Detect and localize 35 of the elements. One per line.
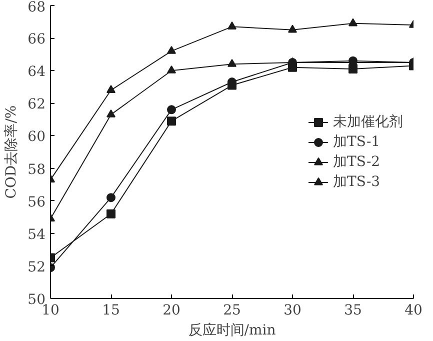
x-tick-label: 10	[42, 302, 60, 318]
y-tick-label: 62	[28, 96, 46, 113]
y-tick-label: 68	[28, 0, 46, 16]
y-tick-label: 52	[28, 259, 46, 276]
y-tick-label: 66	[28, 32, 46, 48]
x-tick-label: 30	[284, 302, 302, 318]
legend-label: 加TS-3	[333, 172, 380, 190]
x-tick-label: 40	[404, 302, 422, 318]
point	[106, 209, 116, 218]
point	[167, 46, 176, 54]
point	[228, 58, 236, 67]
x-tick-label: 20	[162, 302, 180, 318]
point	[106, 193, 116, 202]
point	[288, 24, 297, 33]
y-tick-label: 60	[28, 129, 46, 146]
y-tick-label: 64	[28, 64, 46, 80]
legend-label: 加TS-1	[333, 132, 380, 150]
point	[167, 65, 176, 74]
legend-label: 加TS-2	[333, 152, 380, 170]
y-tick-label: 58	[28, 162, 46, 178]
point	[167, 116, 176, 126]
point	[167, 105, 176, 114]
point	[106, 109, 116, 118]
legend-label: 未加催化剂	[333, 112, 403, 130]
x-tick-label: 15	[102, 302, 120, 318]
x-tick-label: 25	[223, 302, 241, 318]
point	[106, 85, 116, 93]
point	[228, 22, 236, 30]
y-axis-title: COD去除率/%	[4, 105, 20, 199]
x-tick-label: 35	[344, 302, 362, 318]
point	[348, 64, 358, 74]
y-tick-label: 56	[28, 194, 46, 210]
point	[348, 18, 358, 26]
y-tick-label: 54	[28, 226, 46, 243]
x-axis-title: 反应时间/min	[188, 322, 276, 338]
